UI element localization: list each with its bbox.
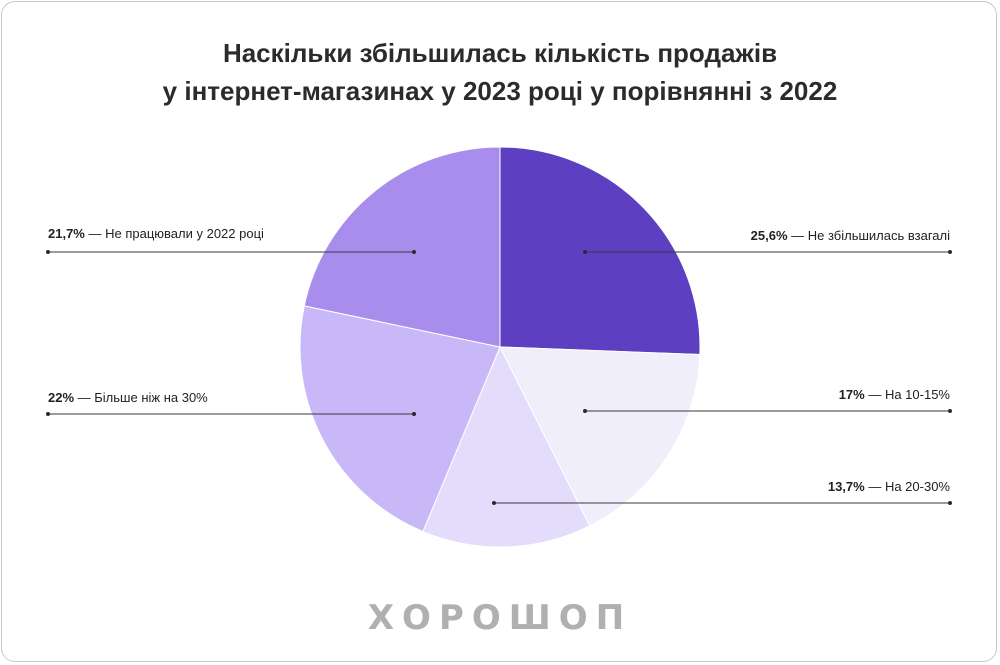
slice-label-10-15: 17% — На 10-15%	[838, 387, 950, 402]
slice-value: 17%	[838, 387, 865, 402]
pie-slice-more-30	[299, 305, 501, 533]
slice-name: Більше ніж на 30%	[94, 390, 208, 405]
leader-dot-20-30-end	[948, 501, 952, 505]
leader-dot-more-30-end	[412, 412, 416, 416]
slice-label-20-30: 13,7% — На 20-30%	[827, 479, 950, 494]
leader-dot-20-30-start	[492, 501, 496, 505]
chart-title-line-1: Наскільки збільшилась кількість продажів	[222, 38, 778, 68]
slice-value: 22%	[48, 390, 75, 405]
leader-dot-not-increased-start	[583, 250, 587, 254]
pie-slice-10-15	[499, 346, 701, 527]
chart-title: Наскільки збільшилась кількість продажів…	[0, 34, 1000, 110]
slice-label-not-worked-2022: 21,7% — Не працювали у 2022 році	[48, 226, 264, 241]
leader-dot-not-increased-end	[948, 250, 952, 254]
leader-dot-10-15-start	[583, 409, 587, 413]
slice-value: 25,6%	[750, 228, 788, 243]
chart-title-line-2: у інтернет-магазинах у 2023 році у порів…	[162, 76, 838, 106]
slice-name: Не збільшилась взагалі	[807, 228, 950, 243]
slice-name: На 10-15%	[884, 387, 950, 402]
slice-value: 13,7%	[827, 479, 865, 494]
slice-label-not-increased: 25,6% — Не збільшилась взагалі	[750, 228, 950, 243]
slice-name: Не працювали у 2022 році	[105, 226, 264, 241]
pie-slice-not-worked-2022	[303, 146, 501, 348]
leader-dot-more-30-start	[46, 412, 50, 416]
leader-dot-10-15-end	[948, 409, 952, 413]
pie-slice-20-30	[422, 345, 591, 548]
slice-value: 21,7%	[48, 226, 85, 241]
pie-slice-not-increased	[499, 146, 701, 356]
brand-logo: ХОРОШОП	[367, 598, 633, 638]
slice-name: На 20-30%	[884, 479, 950, 494]
leader-dot-not-worked-2022-end	[412, 250, 416, 254]
slice-label-more-30: 22% — Більше ніж на 30%	[48, 390, 208, 405]
leader-dot-not-worked-2022-start	[46, 250, 50, 254]
